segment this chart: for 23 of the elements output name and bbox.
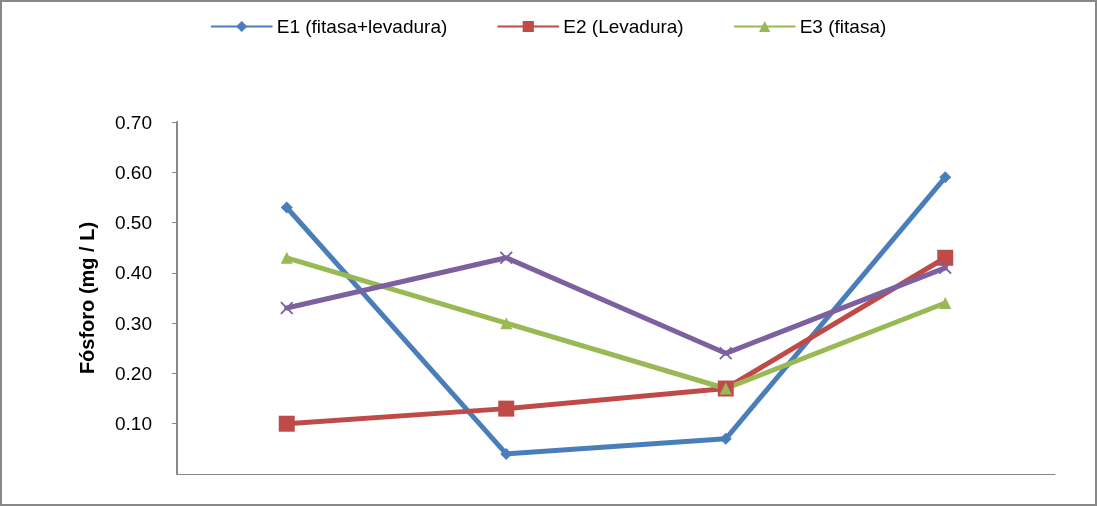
point <box>280 251 293 264</box>
legend-label: E2 (Levadura) <box>563 16 684 37</box>
point <box>278 415 295 432</box>
point <box>939 171 952 184</box>
y-axis-title: Fósforo (mg / L) <box>76 221 98 375</box>
point <box>280 301 294 315</box>
y-tick-label: 0.20 <box>115 362 152 384</box>
point <box>500 317 513 330</box>
y-tick-label: 0.50 <box>115 212 152 234</box>
y-tick-label: 0.30 <box>115 312 152 334</box>
y-tick-label: 0.40 <box>115 262 152 284</box>
point <box>938 261 952 275</box>
point <box>939 297 952 310</box>
point <box>719 346 733 360</box>
y-tick-label: 0.10 <box>115 413 152 435</box>
point <box>937 249 954 266</box>
y-tick-label: 0.60 <box>115 161 152 183</box>
legend-label: E3 (fitasa) <box>799 16 887 37</box>
legend-label: E1 (fitasa+levadura) <box>276 16 448 37</box>
point <box>498 400 515 417</box>
point <box>280 201 293 214</box>
y-tick-label: 0.70 <box>115 111 152 133</box>
point <box>499 251 513 265</box>
